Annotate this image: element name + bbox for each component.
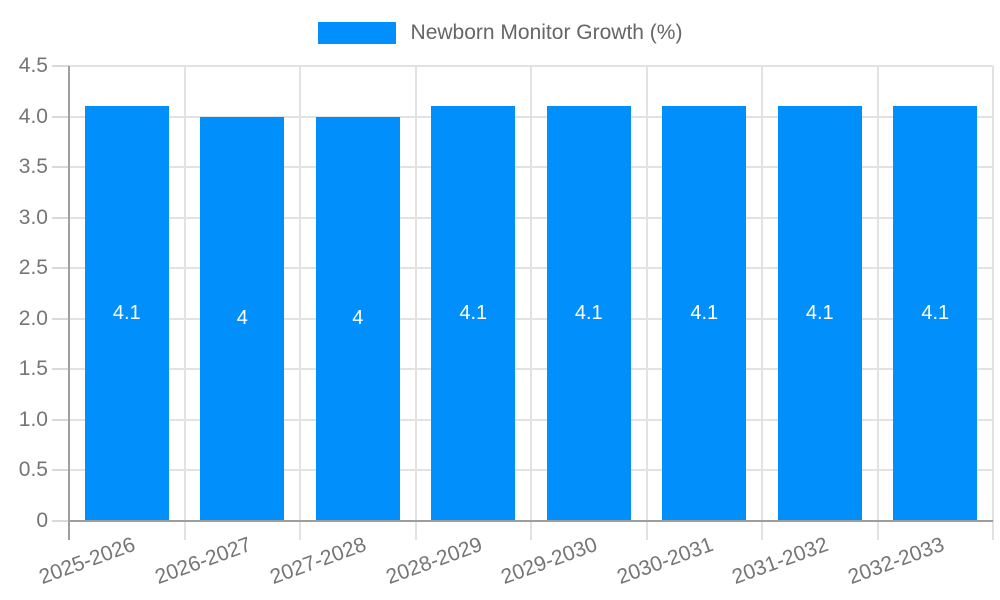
v-gridline (299, 66, 301, 540)
y-tick-mark (52, 267, 69, 270)
bar[interactable]: 4 (200, 116, 285, 521)
y-tick-mark (52, 469, 69, 472)
x-tick-label: 2031-2032 (729, 533, 832, 589)
bar-value-label: 4.1 (921, 302, 950, 325)
bar[interactable]: 4.1 (662, 106, 747, 521)
legend: Newborn Monitor Growth (%) (0, 21, 1000, 45)
y-tick-mark (52, 418, 69, 421)
bar[interactable]: 4.1 (84, 106, 169, 521)
x-tick-label: 2029-2030 (498, 533, 601, 589)
y-tick-label: 1.0 (18, 407, 48, 431)
x-tick-label: 2026-2027 (151, 533, 255, 589)
bar[interactable]: 4 (315, 116, 400, 521)
bar[interactable]: 4.1 (893, 106, 978, 521)
bar[interactable]: 4.1 (777, 106, 862, 521)
bar-value-label: 4.1 (574, 302, 603, 325)
bar-value-label: 4.1 (459, 302, 488, 325)
y-tick-label: 2.0 (18, 306, 48, 330)
y-tick-label: 0.5 (18, 458, 48, 482)
v-gridline (876, 66, 879, 540)
bar-value-label: 4.1 (805, 302, 834, 325)
y-tick-label: 0 (36, 509, 48, 532)
v-gridline (183, 66, 186, 540)
y-tick-mark (52, 216, 69, 219)
v-gridline (992, 66, 994, 540)
v-gridline (530, 66, 532, 540)
y-tick-label: 4.5 (18, 54, 48, 77)
y-tick-mark (52, 317, 69, 320)
x-tick-label: 2030-2031 (613, 533, 717, 589)
bar-value-label: 4.1 (690, 302, 719, 325)
y-axis-line (68, 66, 70, 540)
bar[interactable]: 4.1 (546, 106, 631, 521)
bar-value-label: 4 (352, 307, 364, 330)
v-gridline (645, 66, 648, 540)
y-tick-label: 1.5 (18, 357, 48, 381)
x-tick-label: 2027-2028 (267, 533, 370, 589)
x-tick-label: 2028-2029 (382, 533, 486, 589)
y-tick-mark (52, 115, 69, 118)
y-tick-label: 3.5 (18, 155, 48, 179)
y-tick-mark (52, 166, 69, 169)
y-tick-mark (52, 520, 69, 522)
x-tick-label: 2032-2033 (844, 533, 948, 589)
y-tick-label: 2.5 (18, 256, 48, 280)
bar-value-label: 4 (236, 307, 248, 330)
v-gridline (761, 66, 763, 540)
y-tick-label: 4.0 (18, 104, 48, 128)
legend-label[interactable]: Newborn Monitor Growth (%) (410, 21, 683, 44)
y-tick-mark (52, 65, 69, 67)
x-tick-label: 2025-2026 (36, 533, 139, 589)
x-axis-line (69, 520, 993, 522)
y-tick-label: 3.0 (18, 205, 48, 229)
v-gridline (414, 66, 417, 540)
bar[interactable]: 4.1 (431, 106, 516, 521)
bar-value-label: 4.1 (112, 302, 141, 325)
y-tick-mark (52, 368, 69, 371)
legend-marker-icon[interactable] (317, 22, 396, 44)
